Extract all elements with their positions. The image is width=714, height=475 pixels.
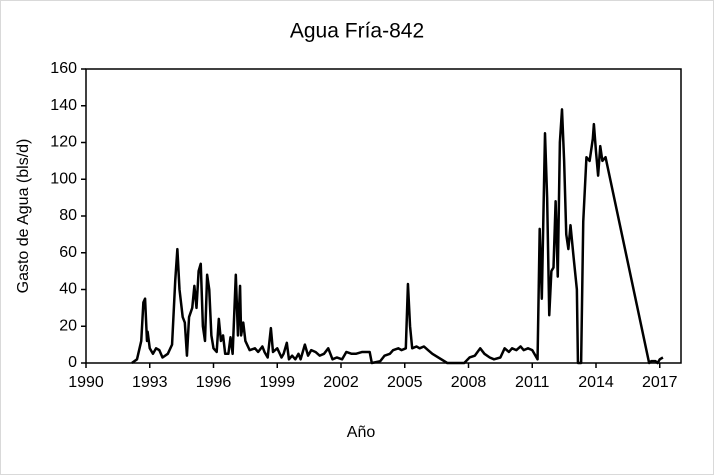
chart-title: Agua Fría-842	[290, 20, 424, 43]
data-line	[131, 108, 664, 365]
x-tick-label: 1999	[259, 374, 295, 391]
x-tick-label: 2002	[323, 374, 359, 391]
y-tick-label: 120	[50, 134, 77, 151]
x-tick-label: 1990	[68, 374, 104, 391]
x-tick-label: 1996	[196, 374, 232, 391]
x-axis-label: Año	[347, 424, 376, 441]
y-tick-label: 100	[50, 170, 77, 187]
y-axis-label: Gasto de Agua (bls/d)	[15, 139, 32, 294]
x-tick-label: 1993	[132, 374, 168, 391]
y-tick-label: 40	[59, 281, 77, 298]
y-tick-label: 0	[68, 354, 77, 371]
x-tick-label: 2005	[387, 374, 423, 391]
x-tick-label: 2008	[451, 374, 487, 391]
y-tick-label: 140	[50, 97, 77, 114]
y-tick-label: 80	[59, 207, 77, 224]
y-tick-label: 160	[50, 60, 77, 77]
x-tick-label: 2014	[578, 374, 614, 391]
y-tick-label: 20	[59, 317, 77, 334]
x-tick-label: 2011	[515, 374, 550, 391]
y-tick-label: 60	[59, 244, 77, 261]
x-tick-label: 2017	[642, 374, 678, 391]
